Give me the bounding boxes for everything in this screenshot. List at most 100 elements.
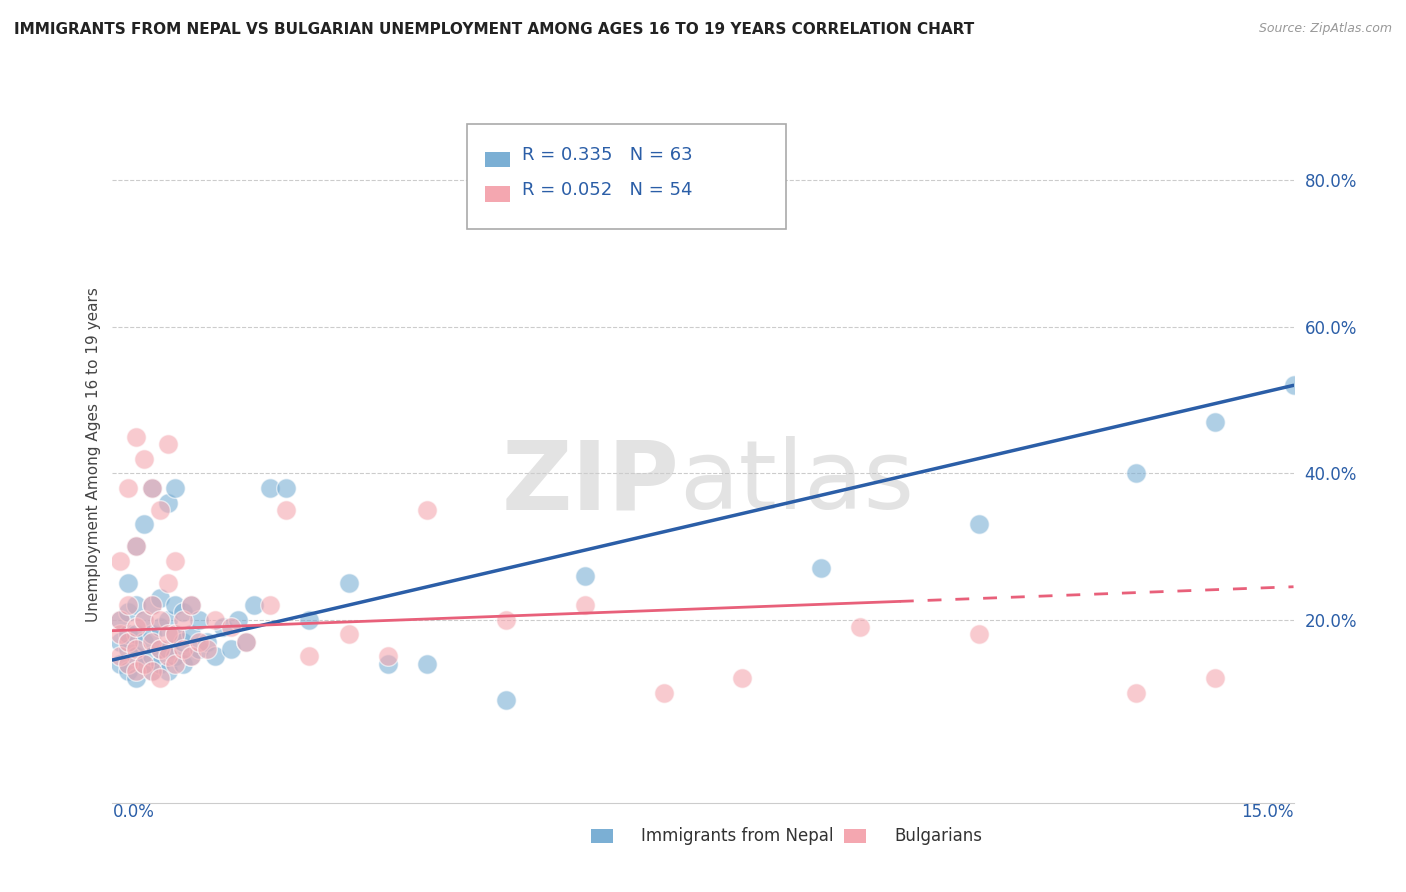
Point [731, 671, 754, 685]
Point [132, 634, 155, 648]
Point [156, 437, 179, 451]
Point [495, 693, 517, 707]
Point [204, 613, 226, 627]
Text: IMMIGRANTS FROM NEPAL VS BULGARIAN UNEMPLOYMENT AMONG AGES 16 TO 19 YEARS CORREL: IMMIGRANTS FROM NEPAL VS BULGARIAN UNEMP… [14, 22, 974, 37]
Point [110, 657, 132, 671]
Point [849, 620, 872, 634]
Point [574, 598, 596, 612]
Point [117, 598, 139, 612]
Point [188, 642, 211, 657]
Point [1204, 671, 1226, 685]
Point [156, 649, 179, 664]
Point [141, 481, 163, 495]
FancyBboxPatch shape [485, 152, 510, 167]
Text: Bulgarians: Bulgarians [894, 827, 983, 845]
Point [235, 634, 257, 648]
Point [156, 576, 179, 591]
Point [149, 613, 172, 627]
Point [165, 481, 187, 495]
Point [132, 613, 155, 627]
Point [172, 642, 194, 657]
Point [110, 649, 132, 664]
Text: Immigrants from Nepal: Immigrants from Nepal [641, 827, 834, 845]
Point [125, 627, 148, 641]
Text: atlas: atlas [679, 436, 914, 529]
Point [149, 657, 172, 671]
Point [125, 649, 148, 664]
Point [731, 173, 754, 187]
Point [156, 642, 179, 657]
Point [1282, 378, 1305, 392]
Point [156, 495, 179, 509]
Point [172, 634, 194, 648]
Point [495, 613, 517, 627]
Text: R = 0.335   N = 63: R = 0.335 N = 63 [522, 146, 693, 164]
Point [219, 620, 242, 634]
Point [165, 554, 187, 568]
Point [180, 627, 202, 641]
Point [195, 642, 218, 657]
Point [117, 642, 139, 657]
Point [188, 613, 211, 627]
Point [172, 606, 194, 620]
Point [141, 481, 163, 495]
Point [125, 620, 148, 634]
Point [377, 657, 399, 671]
Point [156, 627, 179, 641]
Point [574, 568, 596, 582]
FancyBboxPatch shape [485, 186, 510, 202]
Point [195, 634, 218, 648]
Point [211, 620, 233, 634]
Point [1125, 686, 1147, 700]
Point [298, 649, 321, 664]
Point [259, 598, 281, 612]
Point [110, 554, 132, 568]
FancyBboxPatch shape [467, 124, 786, 229]
Point [132, 657, 155, 671]
Point [204, 649, 226, 664]
Point [188, 634, 211, 648]
Point [117, 664, 139, 678]
Point [298, 613, 321, 627]
Point [165, 649, 187, 664]
Y-axis label: Unemployment Among Ages 16 to 19 years: Unemployment Among Ages 16 to 19 years [86, 287, 101, 623]
Text: 0.0%: 0.0% [112, 803, 155, 821]
Point [337, 576, 360, 591]
Point [1204, 415, 1226, 429]
Point [337, 627, 360, 641]
Point [259, 481, 281, 495]
Point [180, 598, 202, 612]
Point [165, 627, 187, 641]
Point [110, 613, 132, 627]
Point [125, 664, 148, 678]
Point [149, 642, 172, 657]
Point [165, 627, 187, 641]
Point [125, 540, 148, 554]
Point [117, 627, 139, 641]
Point [149, 591, 172, 605]
Point [141, 664, 163, 678]
Point [141, 627, 163, 641]
Point [243, 598, 266, 612]
Point [377, 649, 399, 664]
Point [149, 671, 172, 685]
Point [156, 613, 179, 627]
Point [141, 598, 163, 612]
Point [117, 634, 139, 648]
Point [967, 627, 990, 641]
Point [180, 649, 202, 664]
Point [125, 598, 148, 612]
Point [180, 649, 202, 664]
Point [416, 657, 439, 671]
Point [141, 664, 163, 678]
Point [228, 613, 250, 627]
Point [416, 503, 439, 517]
Point [125, 540, 148, 554]
Point [110, 613, 132, 627]
Point [141, 649, 163, 664]
Point [117, 606, 139, 620]
Point [110, 634, 132, 648]
Point [235, 634, 257, 648]
Point [274, 481, 297, 495]
Point [149, 503, 172, 517]
